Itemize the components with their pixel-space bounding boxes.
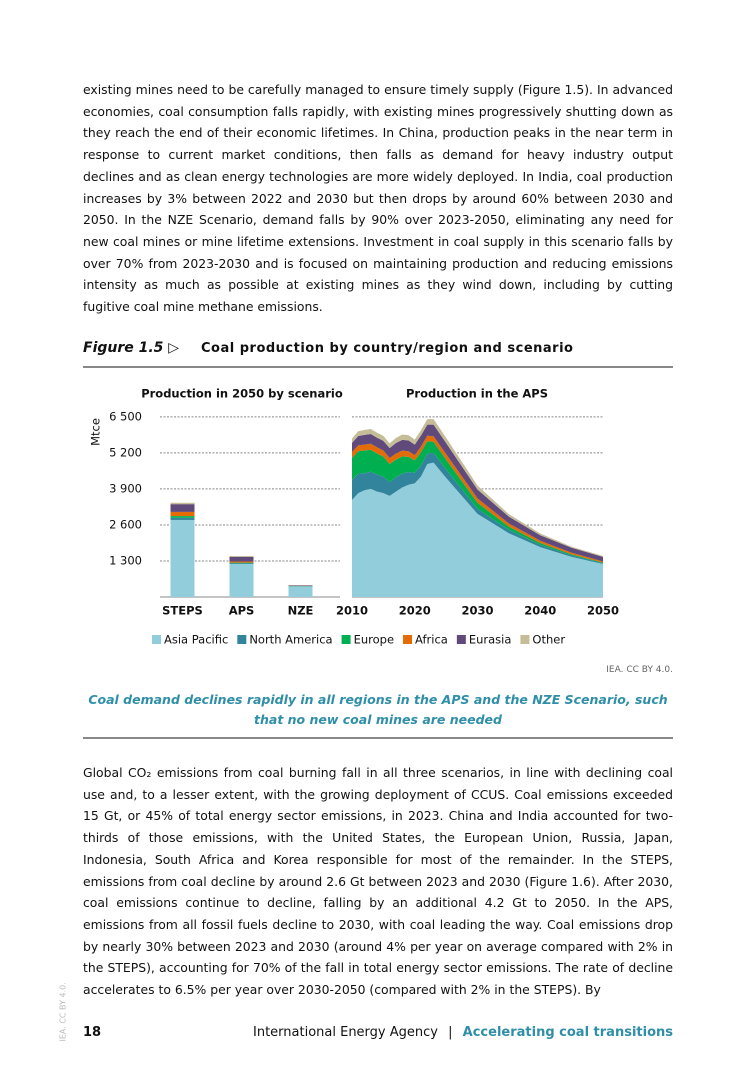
x-tick-label: STEPS (162, 604, 203, 618)
figure-title: Coal production by country/region and sc… (201, 341, 574, 356)
area (352, 462, 603, 597)
chart-title: Production in 2050 by scenario (141, 387, 343, 401)
chart-title: Production in the APS (406, 387, 548, 401)
bar (170, 502, 195, 505)
legend-swatch (520, 635, 530, 644)
legend-label: Eurasia (469, 633, 512, 647)
bar (229, 562, 254, 564)
paragraph: Global CO₂ emissions from coal burning f… (83, 765, 673, 998)
bar (229, 564, 254, 597)
legend-swatch (237, 635, 247, 644)
bar (229, 555, 254, 557)
legend-swatch (456, 635, 466, 644)
x-tick-label: 2010 (336, 604, 368, 618)
legend-swatch (152, 635, 161, 644)
y-tick-label: 2 600 (109, 517, 142, 531)
org: International Energy Agency (253, 1025, 438, 1040)
separator: | (448, 1025, 453, 1040)
chart: 1 300 2 600 3 900 5 200 6 500 Mtce Production … (89, 387, 620, 647)
bar (170, 516, 195, 518)
y-tick-label: 3 900 (109, 481, 142, 495)
x-tick-label: 2050 (587, 604, 619, 618)
y-tick-label: 6 500 (109, 409, 142, 423)
legend-label: Other (532, 633, 565, 647)
bar (170, 519, 195, 597)
x-tick-label: 2040 (524, 604, 556, 618)
area (352, 441, 603, 564)
area (352, 435, 603, 563)
bar (229, 563, 254, 565)
bar (170, 511, 195, 517)
page-number: 18 (83, 1025, 102, 1040)
figure-label: Figure 1.5 ▷ (83, 340, 180, 356)
paragraph: existing mines need to be carefully mana… (83, 82, 673, 315)
legend-label: North America (249, 633, 332, 647)
bar (170, 504, 195, 512)
legend-label: Europe (354, 633, 394, 647)
x-tick-label: NZE (288, 604, 314, 618)
bar (288, 585, 313, 586)
y-tick-label: 1 300 (109, 553, 142, 567)
rule (83, 737, 673, 739)
side-credit: IEA. CC BY 4.0. (58, 982, 68, 1042)
caption: Coal demand declines rapidly in all regi… (88, 692, 668, 727)
legend-swatch (403, 635, 413, 644)
credit: IEA. CC BY 4.0. (606, 665, 673, 675)
legend-label: Africa (415, 633, 448, 647)
rule (83, 366, 673, 368)
x-tick-label: APS (229, 604, 255, 618)
area (352, 424, 603, 562)
bar (229, 561, 254, 563)
legend-label: Asia Pacific (164, 633, 228, 647)
area (352, 452, 603, 565)
section: Accelerating coal transitions (462, 1025, 673, 1040)
bar (170, 517, 195, 520)
legend-swatch (341, 635, 351, 644)
bar (288, 586, 313, 597)
footer: International Energy Agency | Accelerati… (253, 1025, 673, 1040)
bar (229, 556, 254, 562)
x-tick-label: 2030 (461, 604, 493, 618)
y-tick-label: 5 200 (109, 445, 142, 459)
x-tick-label: 2020 (399, 604, 431, 618)
area (352, 419, 603, 557)
y-axis-label: Mtce (89, 418, 103, 446)
